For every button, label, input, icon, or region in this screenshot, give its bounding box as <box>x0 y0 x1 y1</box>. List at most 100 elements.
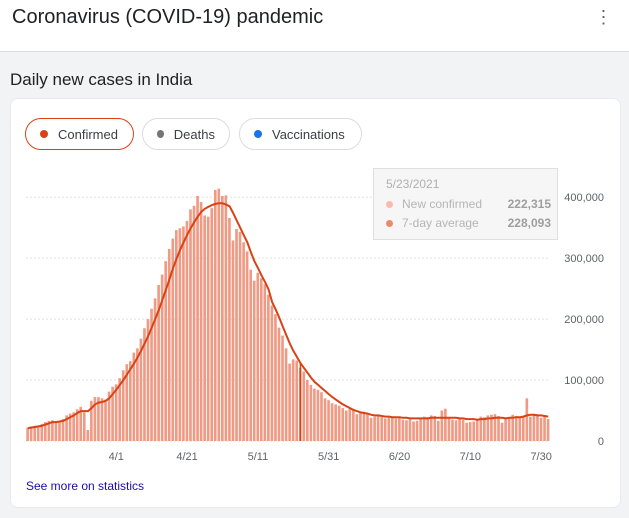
bar <box>104 399 107 441</box>
bar <box>295 360 299 441</box>
bar <box>405 420 408 441</box>
new-confirmed-dot-icon <box>386 200 393 208</box>
y-tick-label: 300,000 <box>564 253 604 265</box>
more-options-icon[interactable]: ⋮ <box>594 7 614 27</box>
bar <box>175 230 178 441</box>
bar <box>412 421 415 441</box>
bar <box>369 417 373 441</box>
bar <box>451 419 454 441</box>
bar <box>518 416 522 441</box>
chip-label: Deaths <box>173 126 215 142</box>
bar <box>475 419 479 441</box>
bar <box>160 274 164 441</box>
bar <box>337 405 341 441</box>
bar <box>192 205 196 441</box>
bar <box>306 380 309 441</box>
see-more-link[interactable]: See more on statistics <box>26 479 145 493</box>
bar <box>217 188 221 441</box>
bar <box>461 419 465 441</box>
bar <box>444 408 447 441</box>
bar <box>224 195 228 441</box>
bar <box>51 420 54 441</box>
bar <box>58 421 61 441</box>
bar <box>267 294 270 441</box>
bar <box>185 220 189 441</box>
bar <box>511 414 514 441</box>
bar <box>54 422 58 441</box>
section-title: Daily new cases in India <box>10 70 193 89</box>
bar <box>422 416 426 441</box>
deaths-dot-icon <box>157 130 164 138</box>
bar <box>164 261 168 441</box>
bar <box>82 412 86 441</box>
bar <box>61 419 65 441</box>
bar <box>182 226 185 441</box>
chip-label: Vaccinations <box>272 126 345 142</box>
bar <box>507 417 511 441</box>
bar <box>490 414 493 441</box>
chip-deaths[interactable]: Deaths <box>142 118 230 150</box>
tooltip-label: New confirmed <box>402 197 483 211</box>
bar <box>150 308 153 441</box>
bar <box>33 425 37 441</box>
bar <box>323 398 327 441</box>
bar <box>521 416 525 441</box>
bar <box>125 364 129 441</box>
x-tick-label: 6/20 <box>389 451 410 463</box>
bar <box>465 422 468 441</box>
bar <box>238 231 242 441</box>
bar <box>203 215 206 441</box>
bar <box>100 398 104 441</box>
bar <box>277 327 281 441</box>
chip-confirmed[interactable]: Confirmed <box>25 118 134 150</box>
bar <box>504 417 507 441</box>
bar <box>256 272 260 441</box>
bar <box>40 423 44 441</box>
x-tick-label: 5/31 <box>318 451 339 463</box>
bar <box>44 422 47 441</box>
chip-vaccinations[interactable]: Vaccinations <box>239 118 362 150</box>
bar <box>291 359 295 441</box>
tooltip-row-new-confirmed: New confirmed 222,315 <box>386 197 551 211</box>
y-tick-label: 100,000 <box>564 375 604 387</box>
bar <box>401 419 405 441</box>
bar <box>26 427 29 441</box>
confirmed-dot-icon <box>40 130 48 138</box>
top-bar: Coronavirus (COVID-19) pandemic ⋮ <box>0 0 629 52</box>
bar <box>330 403 334 441</box>
tooltip-label: 7-day average <box>402 216 479 230</box>
bar <box>228 217 231 441</box>
bar <box>383 418 387 441</box>
bar <box>107 391 111 441</box>
bar <box>121 370 125 441</box>
bar <box>171 238 175 441</box>
bar <box>320 392 323 441</box>
bar <box>111 386 114 441</box>
bar <box>206 216 210 441</box>
bar <box>72 412 75 441</box>
chart-tooltip: 5/23/2021 New confirmed 222,315 7-day av… <box>373 168 558 240</box>
bar <box>47 420 51 441</box>
bar <box>143 328 146 441</box>
tooltip-date: 5/23/2021 <box>386 177 440 191</box>
bar <box>433 416 437 441</box>
average-line <box>27 202 549 430</box>
bar <box>525 398 529 441</box>
bar <box>270 305 274 441</box>
bar <box>29 426 33 441</box>
bar <box>189 209 192 441</box>
bar <box>235 228 238 441</box>
bar <box>376 415 380 441</box>
bar <box>352 410 355 441</box>
bar <box>199 202 203 441</box>
bar <box>146 319 150 441</box>
bar <box>440 410 444 441</box>
bar <box>242 242 245 441</box>
bar <box>387 417 391 441</box>
bar <box>313 388 316 441</box>
bar <box>114 384 118 441</box>
bar <box>79 406 83 441</box>
bar <box>468 422 472 441</box>
bar <box>390 417 394 441</box>
